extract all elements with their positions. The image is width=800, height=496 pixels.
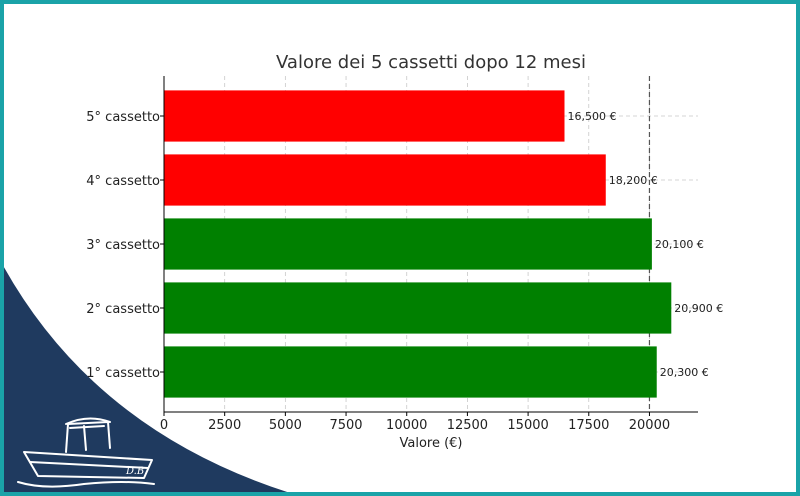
bar	[164, 346, 657, 398]
corner-decoration: D.B.	[4, 267, 288, 492]
y-tick-label: 2° cassetto	[86, 302, 160, 317]
bar-value-label: 20,900 €	[674, 302, 723, 315]
x-axis-label: Valore (€)	[399, 436, 462, 451]
bar-chart: Valore dei 5 cassetti dopo 12 mesi 20,30…	[86, 52, 723, 451]
x-tick-label: 10000	[386, 418, 427, 433]
bar	[164, 282, 672, 334]
bar-value-label: 20,100 €	[655, 238, 704, 251]
x-tick-label: 7500	[329, 418, 362, 433]
bar-value-label: 16,500 €	[568, 110, 617, 123]
boat-logo-icon	[17, 417, 155, 488]
x-axis-ticks: 0 2500 5000 7500 10000 12500 15000 17500 20000	[160, 412, 670, 433]
x-tick-label: 20000	[629, 418, 670, 433]
x-tick-label: 15000	[507, 418, 548, 433]
x-tick-label: 0	[160, 418, 168, 433]
bar	[164, 218, 652, 270]
y-tick-label: 4° cassetto	[86, 174, 160, 189]
chart-title: Valore dei 5 cassetti dopo 12 mesi	[276, 52, 586, 73]
y-tick-label: 5° cassetto	[86, 110, 160, 125]
bar	[164, 90, 565, 142]
x-tick-label: 12500	[447, 418, 488, 433]
bar	[164, 154, 606, 206]
logo-text: D.B.	[125, 466, 147, 477]
y-tick-label: 1° cassetto	[86, 366, 160, 381]
x-tick-label: 2500	[208, 418, 241, 433]
x-tick-label: 17500	[568, 418, 609, 433]
bar-value-label: 18,200 €	[609, 174, 658, 187]
y-tick-label: 3° cassetto	[86, 238, 160, 253]
bars: 20,300 € 20,900 € 20,100 € 18,200 € 16,500 €	[164, 90, 723, 398]
corner-curve	[4, 267, 288, 492]
x-tick-label: 5000	[269, 418, 302, 433]
bar-value-label: 20,300 €	[660, 366, 709, 379]
y-axis-ticks: 1° cassetto 2° cassetto 3° cassetto 4° cass…	[86, 110, 164, 381]
